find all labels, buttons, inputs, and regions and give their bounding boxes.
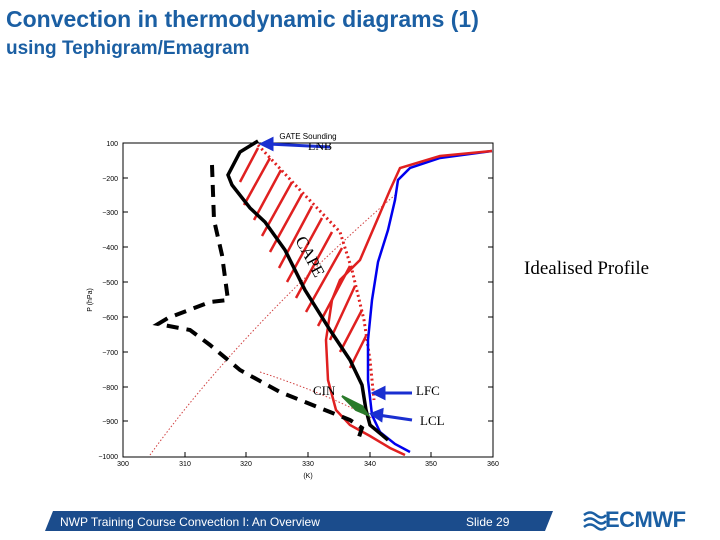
dry-adiabat-reference-line — [149, 194, 396, 456]
x-tick-label: 300 — [117, 461, 129, 468]
x-axis-label: (K) — [303, 473, 312, 480]
x-tick-marks — [184, 452, 432, 457]
y-tick-label: −300 — [102, 210, 118, 217]
slide-number: Slide 29 — [466, 515, 510, 529]
footer-course-title: NWP Training Course Convection I: An Ove… — [60, 515, 320, 529]
y-tick-label: −200 — [102, 176, 118, 183]
x-tick-label: 360 — [487, 461, 499, 468]
sounding-profile-line — [324, 149, 493, 457]
slide-title: Convection in thermodynamic diagrams (1) — [6, 6, 479, 32]
x-tick-label: 340 — [364, 461, 376, 468]
environment-temperature-line — [366, 149, 493, 454]
idealised-profile-label: Idealised Profile — [524, 258, 650, 279]
y-tick-label: −900 — [102, 419, 118, 426]
y-tick-label: −700 — [102, 350, 118, 357]
cin-label: CIN — [313, 383, 336, 398]
x-tick-label: 310 — [179, 461, 191, 468]
plot-title: GATE Sounding — [279, 132, 336, 141]
lcl-label: LCL — [420, 413, 445, 428]
parcel-ascent-curve — [256, 143, 376, 401]
lcl-arrow — [377, 413, 413, 422]
y-tick-label: −400 — [102, 245, 118, 252]
y-tick-label: −800 — [102, 385, 118, 392]
lfc-label: LFC — [416, 383, 440, 398]
ecmwf-logo-icon — [583, 511, 607, 531]
y-tick-label: −600 — [102, 315, 118, 322]
x-tick-label: 350 — [425, 461, 437, 468]
lnb-arrow — [267, 142, 331, 149]
footer-bar — [45, 511, 553, 531]
y-tick-label: 100 — [106, 141, 118, 148]
slide-subtitle: using Tephigram/Emagram — [6, 38, 250, 59]
lfc-arrow-head — [370, 385, 386, 401]
idealised-dewpoint-line — [152, 164, 365, 441]
ecmwf-logo-text: ECMWF — [605, 507, 686, 532]
plot-frame — [122, 142, 494, 458]
cin-area — [341, 395, 371, 418]
lcl-arrow-head — [368, 407, 384, 423]
y-axis-label: P (hPa) — [87, 288, 94, 312]
x-tick-label: 330 — [302, 461, 314, 468]
y-tick-marks — [123, 142, 493, 422]
idealised-profile-line — [226, 139, 390, 442]
y-tick-label: −500 — [102, 280, 118, 287]
x-tick-label: 320 — [240, 461, 252, 468]
lnb-label: LNB — [308, 139, 332, 153]
lnb-arrow-head — [258, 136, 274, 152]
y-tick-label: −1000 — [98, 454, 118, 461]
